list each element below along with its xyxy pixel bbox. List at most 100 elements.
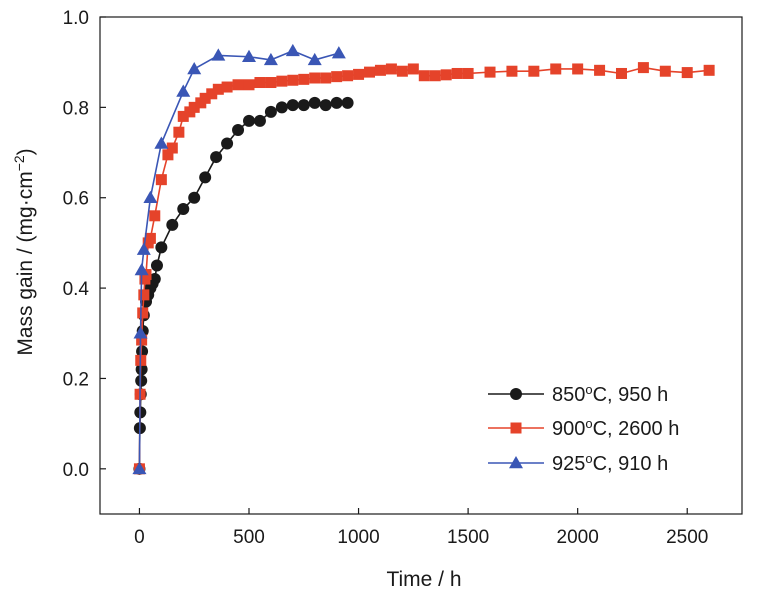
- legend-entry: 850oC, 950 h: [488, 382, 668, 407]
- data-point: [150, 259, 163, 272]
- data-point: [155, 241, 168, 254]
- data-point: [287, 74, 299, 86]
- y-axis-title-main: Mass gain / (mg·cm: [14, 171, 37, 355]
- data-point: [206, 88, 218, 100]
- data-point: [137, 307, 149, 319]
- data-point: [176, 84, 191, 97]
- data-point: [162, 149, 174, 161]
- data-point: [330, 96, 343, 109]
- legend-entry: 900oC, 2600 h: [488, 416, 679, 441]
- legend-label: 900oC, 2600 h: [552, 416, 679, 441]
- data-point: [177, 110, 189, 122]
- data-point: [440, 69, 452, 81]
- data-point: [135, 374, 148, 387]
- x-tick-label: 2500: [666, 527, 708, 548]
- data-point: [134, 263, 149, 276]
- y-axis-title: Mass gain / (mg·cm−2): [11, 148, 37, 355]
- data-point: [429, 70, 441, 82]
- data-point: [265, 77, 277, 89]
- data-point: [264, 105, 277, 118]
- data-point: [166, 142, 178, 154]
- plot-border: [99, 16, 743, 515]
- data-point: [199, 171, 212, 184]
- data-point: [188, 101, 200, 113]
- data-point: [138, 289, 150, 301]
- data-point: [506, 65, 518, 77]
- data-point: [221, 81, 233, 93]
- legend-label: 925oC, 910 h: [552, 451, 668, 476]
- y-tick-label: 1.0: [63, 8, 89, 29]
- data-point: [136, 345, 149, 358]
- data-point: [132, 461, 147, 475]
- data-point: [703, 64, 715, 76]
- series-square: [133, 62, 715, 475]
- x-tick-label: 0: [134, 527, 145, 548]
- data-point: [308, 96, 321, 109]
- data-point: [418, 70, 430, 82]
- data-point: [177, 203, 190, 216]
- data-point: [353, 68, 365, 80]
- legend-marker: [510, 388, 522, 400]
- data-point: [286, 99, 299, 112]
- data-point: [320, 72, 332, 84]
- legend: 850oC, 950 h 900oC, 2600 h 925oC, 910 h: [488, 382, 679, 476]
- data-point: [659, 65, 671, 77]
- data-point: [307, 52, 322, 66]
- data-point: [285, 43, 300, 57]
- data-point: [144, 232, 156, 244]
- data-point: [254, 77, 266, 89]
- data-point: [385, 63, 397, 75]
- series-triangle: [132, 43, 346, 475]
- data-point: [211, 48, 226, 61]
- data-point: [188, 191, 201, 204]
- y-axis-title-close: ): [14, 148, 37, 155]
- legend-marker: [510, 422, 522, 434]
- x-tick-label: 1500: [447, 527, 489, 548]
- data-point: [550, 63, 562, 75]
- data-point: [681, 67, 693, 79]
- legend-entry: 925oC, 910 h: [488, 451, 668, 476]
- data-point: [364, 66, 376, 78]
- data-point: [451, 67, 463, 79]
- data-point: [572, 63, 584, 75]
- data-point: [396, 65, 408, 77]
- data-point: [484, 66, 496, 78]
- data-point: [263, 52, 278, 66]
- legend-marker: [509, 456, 523, 469]
- plot-area: [99, 16, 743, 515]
- data-point: [199, 92, 211, 104]
- y-tick-label: 0.2: [63, 369, 89, 390]
- data-point: [253, 114, 266, 127]
- data-point: [298, 73, 310, 85]
- data-point: [331, 46, 346, 59]
- data-point: [136, 242, 151, 255]
- legend-label: 850oC, 950 h: [552, 382, 668, 407]
- data-point: [166, 218, 179, 231]
- data-point: [212, 83, 224, 95]
- data-point: [221, 137, 234, 150]
- data-point: [232, 123, 245, 136]
- y-tick-label: 0.6: [63, 189, 89, 210]
- data-point: [594, 64, 606, 76]
- data-point: [528, 65, 540, 77]
- data-point: [133, 326, 148, 339]
- x-tick-label: 2000: [557, 527, 599, 548]
- data-point: [173, 126, 185, 138]
- data-point: [331, 71, 343, 83]
- data-point: [241, 49, 256, 63]
- data-point: [148, 273, 161, 286]
- data-point: [637, 62, 649, 74]
- data-point: [187, 61, 202, 75]
- data-point: [407, 63, 419, 75]
- data-point: [232, 79, 244, 91]
- series-line: [138, 66, 710, 469]
- data-point: [210, 151, 223, 164]
- data-point: [309, 72, 321, 84]
- data-point: [135, 363, 148, 376]
- data-point: [155, 174, 167, 186]
- data-point: [149, 210, 161, 222]
- data-point: [615, 67, 627, 79]
- data-point: [276, 75, 288, 87]
- data-point: [275, 101, 288, 114]
